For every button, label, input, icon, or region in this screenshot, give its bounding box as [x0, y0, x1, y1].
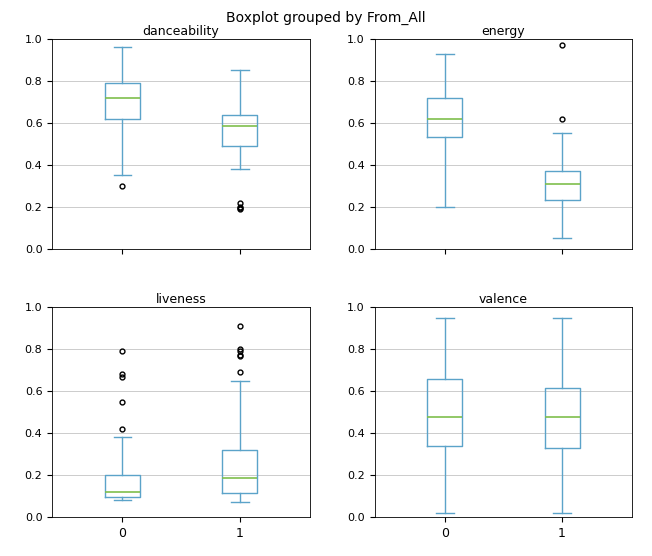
Title: liveness: liveness — [156, 293, 207, 306]
Text: Boxplot grouped by From_All: Boxplot grouped by From_All — [226, 11, 426, 25]
Title: energy: energy — [482, 25, 526, 38]
Title: danceability: danceability — [143, 25, 220, 38]
Title: valence: valence — [479, 293, 528, 306]
